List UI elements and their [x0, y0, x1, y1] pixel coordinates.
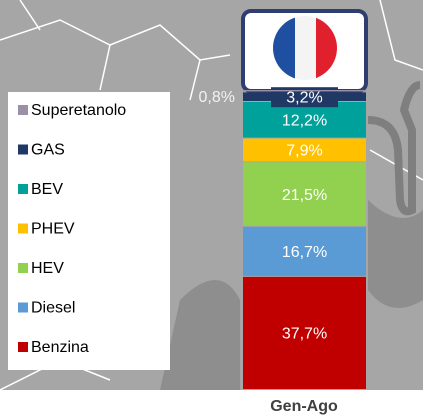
legend-label: Diesel	[31, 300, 75, 317]
legend-label: Benzina	[31, 339, 89, 356]
label-box	[271, 87, 338, 108]
legend-swatch	[18, 144, 28, 155]
legend-swatch	[18, 105, 28, 115]
legend-label: HEV	[31, 260, 64, 277]
data-label: 3,2%	[286, 89, 322, 106]
legend	[8, 92, 170, 370]
bar-segment	[243, 226, 366, 276]
bar-segment	[243, 102, 366, 138]
legend-swatch	[18, 342, 28, 352]
legend-label: PHEV	[31, 221, 75, 238]
legend-label: BEV	[31, 181, 63, 198]
pump-hose	[367, 81, 421, 216]
legend-label: Superetanolo	[31, 102, 126, 119]
bar-segment	[243, 90, 366, 92]
data-label: 21,5%	[282, 187, 327, 204]
legend-label: GAS	[31, 142, 65, 159]
legend-swatch	[18, 302, 28, 313]
legend-swatch	[18, 263, 28, 273]
x-tick-label: Gen-Ago	[270, 398, 338, 415]
data-label: 0,8%	[199, 89, 235, 106]
data-label: 7,9%	[286, 143, 322, 160]
data-label: 37,7%	[282, 326, 327, 343]
data-label: 12,2%	[282, 113, 327, 130]
bar-segment	[243, 162, 366, 226]
bar-segment	[243, 138, 366, 162]
legend-swatch	[18, 223, 28, 234]
flag	[273, 16, 337, 80]
bar-segment	[243, 276, 366, 389]
legend-swatch	[18, 184, 28, 194]
map-land	[160, 200, 423, 390]
data-label: 16,7%	[282, 244, 327, 261]
